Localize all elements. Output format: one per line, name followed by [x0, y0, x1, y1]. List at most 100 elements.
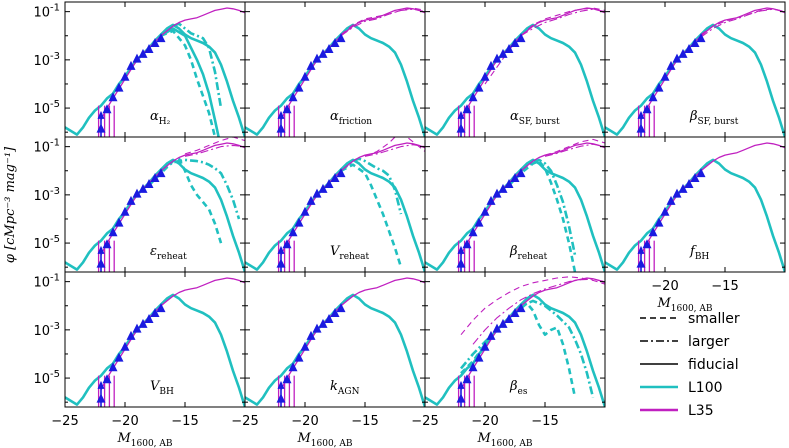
observation-marker	[330, 307, 340, 317]
l100-fiducial-line	[425, 23, 605, 137]
l100-fiducial-line	[425, 158, 605, 272]
panel-plot-area	[605, 142, 785, 272]
l100-fiducial-line	[245, 293, 425, 407]
panel-parameter-subscript: reheat	[339, 252, 369, 262]
panel-parameter-subscript: es	[518, 387, 528, 397]
observation-marker	[318, 48, 328, 58]
observation-marker	[108, 362, 118, 372]
observation-marker	[492, 323, 502, 333]
observation-marker	[648, 227, 658, 237]
observation-marker	[150, 307, 160, 317]
observation-marker	[300, 341, 310, 351]
variant-l100-line	[160, 22, 223, 109]
x-tick-label: −25	[231, 414, 258, 429]
panel-parameter-symbol: ε	[150, 244, 157, 259]
panel-parameter-subscript: AGN	[337, 387, 360, 397]
panel-parameter-label: Vreheat	[330, 244, 370, 262]
upper-limit-arrowhead	[97, 380, 105, 389]
y-tick-base: 10	[33, 141, 50, 156]
upper-limit-arrowhead	[97, 110, 105, 119]
variant-l100-line	[340, 163, 403, 268]
y-tick-base: 10	[33, 102, 50, 117]
observation-marker	[120, 71, 130, 81]
variant-l35-line	[340, 8, 425, 37]
panel-frame	[424, 271, 606, 408]
panel-parameter-label: βes	[509, 379, 528, 397]
y-axis-title: φ [cMpc⁻³ mag⁻¹]	[3, 146, 18, 263]
x-tick-label: −25	[411, 414, 438, 429]
panel-parameter-symbol: k	[330, 379, 338, 394]
observation-marker	[672, 188, 682, 198]
x-axis-title: M1600, AB	[116, 431, 172, 448]
panel-parameter-label: VBH	[150, 379, 174, 397]
legend-label: L35	[688, 403, 714, 419]
y-tick-label: 10-5	[33, 234, 60, 252]
variant-l100-line	[160, 158, 241, 220]
observation-marker	[288, 362, 298, 372]
observation-marker	[462, 239, 472, 249]
panel-parameter-subscript: reheat	[157, 252, 187, 262]
observation-marker	[660, 206, 670, 216]
x-axis-title-main: M	[296, 431, 311, 446]
variant-l100-line	[148, 157, 223, 244]
variant-l35-line	[544, 138, 605, 156]
panel-plot-area	[425, 276, 605, 407]
panel-plot-area	[425, 7, 605, 137]
observation-marker	[462, 104, 472, 114]
observation-marker	[306, 195, 316, 205]
l100-fiducial-line	[605, 23, 785, 137]
observation-marker	[330, 37, 340, 47]
panel-parameter-label: fBH	[689, 244, 709, 262]
upper-limit-arrowhead	[97, 245, 105, 254]
observation-marker	[498, 318, 508, 328]
y-tick-label: 10-3	[33, 186, 60, 204]
observation-marker	[126, 195, 136, 205]
y-tick-exponent: -3	[50, 51, 60, 62]
observation-marker	[126, 330, 136, 340]
y-tick-base: 10	[33, 54, 50, 69]
panel-parameter-symbol: V	[150, 379, 161, 394]
y-tick-exponent: -1	[50, 273, 60, 284]
y-tick-label: 10-5	[33, 99, 60, 117]
panel: βSF, burst	[604, 1, 786, 138]
panel-parameter-symbol: V	[330, 244, 341, 259]
x-axis-title-sub: 1600, AB	[491, 439, 533, 448]
observation-marker	[480, 71, 490, 81]
observation-marker	[294, 217, 304, 227]
observation-marker	[102, 239, 112, 249]
observation-marker	[144, 179, 154, 189]
observation-marker	[504, 44, 514, 54]
observation-marker	[156, 168, 166, 178]
variant-l35-line	[460, 276, 605, 336]
panel-parameter-label: εreheat	[150, 244, 187, 262]
y-tick-exponent: -3	[50, 186, 60, 197]
observation-marker	[132, 188, 142, 198]
observation-marker	[486, 195, 496, 205]
observation-marker	[324, 179, 334, 189]
variant-l35-line	[184, 144, 245, 157]
observation-marker	[468, 227, 478, 237]
observation-marker	[666, 60, 676, 70]
y-tick-label: 10-1	[33, 3, 60, 21]
observation-marker	[654, 217, 664, 227]
observation-marker	[666, 195, 676, 205]
observation-marker	[282, 374, 292, 384]
variant-l100-line	[160, 27, 220, 137]
observation-marker	[678, 183, 688, 193]
observation-marker	[288, 92, 298, 102]
y-tick-exponent: -5	[50, 99, 60, 110]
observation-marker	[474, 82, 484, 92]
variant-l35-line	[184, 137, 245, 155]
x-tick-label: −20	[111, 414, 138, 429]
l100-fiducial-line	[65, 293, 245, 407]
variant-l35-line	[484, 7, 605, 85]
panel-plot-area	[605, 7, 785, 137]
panel-parameter-subscript: friction	[339, 117, 372, 127]
observation-marker	[480, 206, 490, 216]
observation-marker	[672, 53, 682, 63]
upper-limit-arrowhead	[277, 245, 285, 254]
observation-marker	[102, 104, 112, 114]
observation-marker	[474, 352, 484, 362]
